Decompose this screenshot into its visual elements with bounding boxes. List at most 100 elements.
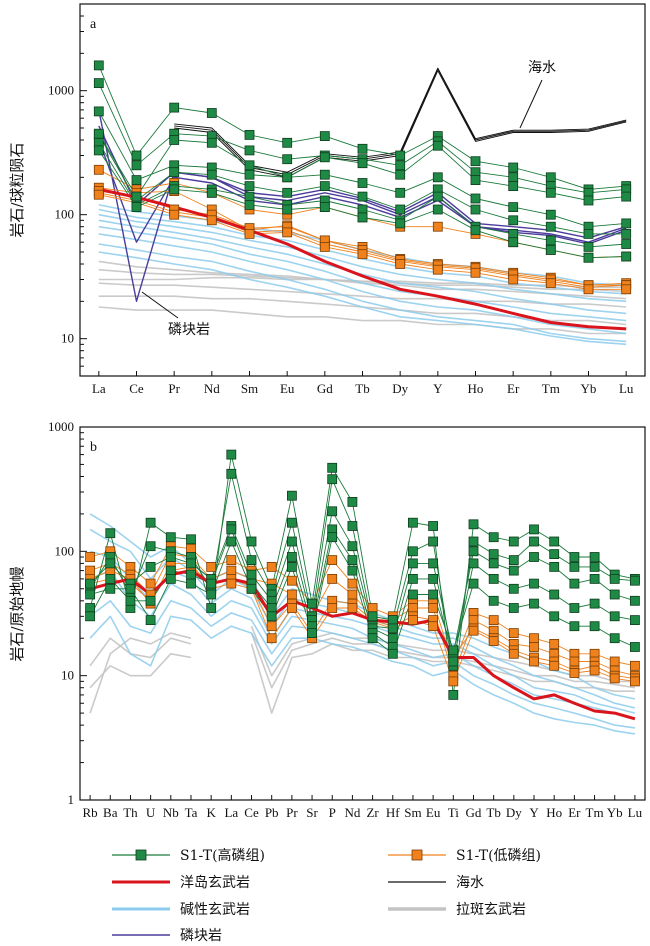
data-point-high-p [105,583,116,594]
data-point-high-p [165,574,176,584]
data-point-low-p [347,589,358,600]
data-point-high-p [244,169,255,180]
data-point-low-p [488,636,499,646]
data-point-low-p [357,249,368,260]
y-tick-label: 10 [61,668,74,683]
data-point-high-p [307,598,318,609]
data-point-high-p [85,611,95,622]
legend-label-phosphorite: 磷块岩 [180,928,222,944]
data-point-low-p [529,642,539,652]
data-point-high-p [508,536,519,547]
data-point-high-p [319,169,330,180]
data-point-high-p [93,145,104,156]
data-point-low-p [428,621,439,632]
data-point-low-p [93,189,104,200]
data-point-low-p [589,665,600,676]
data-point-high-p [357,178,368,188]
y-tick-label: 1000 [48,419,74,434]
data-point-high-p [125,583,136,594]
data-point-low-p [347,578,358,589]
data-point-high-p [93,128,104,139]
data-point-high-p [470,175,481,186]
series-line-tholeiite-8 [89,637,192,667]
data-point-low-p [508,648,519,659]
x-tick-label-sm: Sm [404,805,421,820]
data-point-high-p [508,215,519,226]
data-point-high-p [545,172,556,183]
x-tick-label-yb: Yb [607,805,623,820]
data-point-low-p [244,228,255,239]
x-tick-label-eu: Eu [426,805,441,820]
data-point-high-p [266,603,277,613]
x-tick-label-la: La [92,381,106,396]
data-point-high-p [282,172,293,183]
data-point-high-p [169,135,180,145]
data-point-high-p [169,184,180,195]
data-point-high-p [226,449,237,460]
data-point-high-p [549,589,560,600]
data-point-high-p [347,521,358,531]
data-point-high-p [407,574,418,584]
data-point-high-p [508,565,519,576]
data-point-low-p [206,215,217,226]
x-tick-label-ce: Ce [244,805,259,820]
data-point-high-p [145,541,156,552]
data-point-high-p [545,235,556,246]
data-point-low-p [327,603,338,613]
data-point-high-p [630,575,640,586]
data-point-high-p [549,562,560,572]
data-point-high-p [583,195,594,206]
data-point-high-p [470,156,481,167]
data-point-high-p [428,589,439,600]
y-tick-label: 100 [55,543,75,558]
data-point-high-p [395,169,406,180]
series-line-high-p-12 [89,510,636,655]
data-point-high-p [282,204,293,215]
data-point-high-p [244,199,255,210]
series-line-alkaline-4 [98,225,627,322]
data-point-low-p [549,660,560,671]
x-tick-label-lu: Lu [628,805,643,820]
series-line-alkaline-2 [89,550,636,714]
data-point-high-p [347,496,358,507]
data-point-low-p [609,673,620,684]
data-point-low-p [169,209,180,220]
data-point-high-p [131,175,142,186]
series-line-high-p-11 [89,473,635,667]
data-point-high-p [327,532,338,543]
panel-a-chart: 10 100 1000 La Ce Pr Nd Sm Eu Gd Tb Dy Y Ho Er Tm Yb Lu a 岩… [8,3,646,396]
data-point-high-p [508,181,519,192]
data-point-high-p [186,578,196,589]
x-tick-label-la: La [224,805,238,820]
data-point-low-p [367,603,378,613]
data-point-high-p [145,562,156,572]
x-tick-label-ba: Ba [103,805,118,820]
series-line-tholeiite-7 [89,652,192,689]
y-tick-label: 10 [61,331,74,346]
series-line-alkaline-5 [98,233,627,335]
data-point-high-p [319,181,330,192]
x-tick-label-nd: Nd [344,805,360,820]
data-point-high-p [583,241,594,252]
data-point-high-p [244,160,255,171]
data-point-low-p [266,562,277,572]
x-tick-label-dy: Dy [392,381,408,396]
data-point-high-p [569,621,580,632]
x-tick-label-tm: Tm [586,805,604,820]
data-point-high-p [549,611,560,622]
y-axis-label: 岩石/球粒陨石 [8,142,26,237]
data-point-high-p [470,193,481,204]
data-point-high-p [589,621,600,632]
data-point-high-p [244,191,255,202]
data-point-low-p [508,628,519,638]
x-tick-label-nd: Nd [204,381,220,396]
data-point-high-p [569,603,580,613]
data-point-low-p [569,656,580,667]
data-point-high-p [529,536,539,547]
data-point-low-p [347,603,358,613]
data-point-high-p [448,645,459,656]
data-point-high-p [186,569,196,580]
x-tick-label-ti: Ti [448,805,459,820]
data-point-high-p [266,611,277,622]
data-point-high-p [488,595,499,606]
